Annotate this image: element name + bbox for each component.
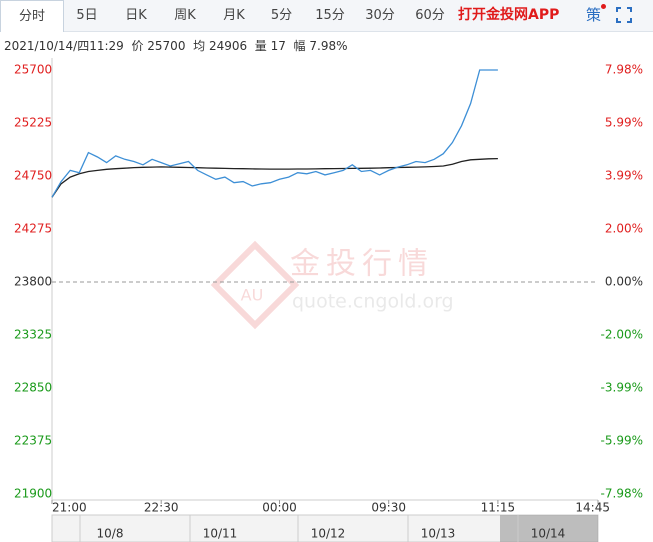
watermark: AU 金投行情 quote.cngold.org xyxy=(210,240,454,330)
tab[interactable]: 周K xyxy=(174,8,196,23)
series-line xyxy=(51,69,498,198)
x-tick-label: 00:00 xyxy=(262,501,297,515)
info-value: 24906 xyxy=(208,39,248,53)
navigator-date: 10/14 xyxy=(531,527,566,541)
y2-tick-label: 5.99% xyxy=(605,115,643,129)
x-tick-label: 09:30 xyxy=(371,501,406,515)
info-value: 7.98% xyxy=(309,39,348,53)
navigator-date: 10/11 xyxy=(203,527,238,541)
navigator-date: 10/8 xyxy=(97,527,124,541)
y2-tick-label: 7.98% xyxy=(605,63,643,77)
tab-bar: 分时 5日 日K 周K 月K 5分 15分 30分 60分 xyxy=(0,0,653,32)
x-tick-label: 14:45 xyxy=(575,501,610,515)
navigator[interactable] xyxy=(51,514,599,542)
info-value: 17 xyxy=(270,39,286,53)
info-label: 幅 xyxy=(293,39,306,53)
y-tick-label: 23800 xyxy=(14,275,52,289)
y2-tick-label: 2.00% xyxy=(605,221,643,235)
y-tick-label: 25225 xyxy=(14,116,52,130)
navigator-date: 10/12 xyxy=(311,527,346,541)
tab[interactable]: 分时 xyxy=(0,0,64,32)
y2-tick-label: -2.00% xyxy=(601,328,643,342)
info-line: 2021/10/14/四11:29 价 25700 均 24906 量 17 幅… xyxy=(4,37,348,54)
x-tick-label: 11:15 xyxy=(481,501,516,515)
y2-tick-label: 0.00% xyxy=(605,275,643,289)
navigator-window[interactable] xyxy=(500,515,598,542)
y-tick-label: 21900 xyxy=(14,487,52,501)
info-label: 量 xyxy=(254,39,267,53)
tab[interactable]: 5日 xyxy=(76,8,98,23)
tab[interactable]: 15分 xyxy=(315,8,345,23)
x-tick-label: 22:30 xyxy=(144,501,179,515)
info-time: 2021/10/14/四11:29 xyxy=(4,39,124,53)
info-value: 25700 xyxy=(147,39,186,53)
y2-tick-label: -5.99% xyxy=(601,434,643,448)
y-tick-label: 24750 xyxy=(14,169,52,183)
navigator-date: 10/13 xyxy=(421,527,456,541)
watermark-url: quote.cngold.org xyxy=(292,291,454,313)
y-tick-label: 22850 xyxy=(14,381,52,395)
series-line xyxy=(51,157,498,198)
y-tick-label: 22375 xyxy=(14,434,52,448)
watermark-logo: AU xyxy=(241,286,264,305)
tab[interactable]: 日K xyxy=(125,8,147,23)
y-tick-label: 23325 xyxy=(14,328,52,342)
y2-tick-label: -3.99% xyxy=(601,381,643,395)
y-tick-label: 25700 xyxy=(14,63,52,77)
strategy-button[interactable]: 策 xyxy=(586,6,602,24)
watermark-brand: 金投行情 xyxy=(290,247,434,282)
info-label: 价 xyxy=(131,39,144,53)
y2-tick-label: 3.99% xyxy=(605,169,643,183)
promo-link[interactable]: 打开金投网APP xyxy=(458,7,560,23)
info-label: 均 xyxy=(193,39,206,53)
y-tick-label: 24275 xyxy=(14,222,52,236)
fullscreen-icon[interactable] xyxy=(616,7,632,23)
tab[interactable]: 5分 xyxy=(270,8,293,23)
x-tick-label: 21:00 xyxy=(52,501,87,515)
y2-tick-label: -7.98% xyxy=(601,487,643,501)
tab[interactable]: 60分 xyxy=(415,8,445,23)
tab[interactable]: 月K xyxy=(223,8,245,23)
tab[interactable]: 30分 xyxy=(365,8,395,23)
badge xyxy=(601,4,606,9)
